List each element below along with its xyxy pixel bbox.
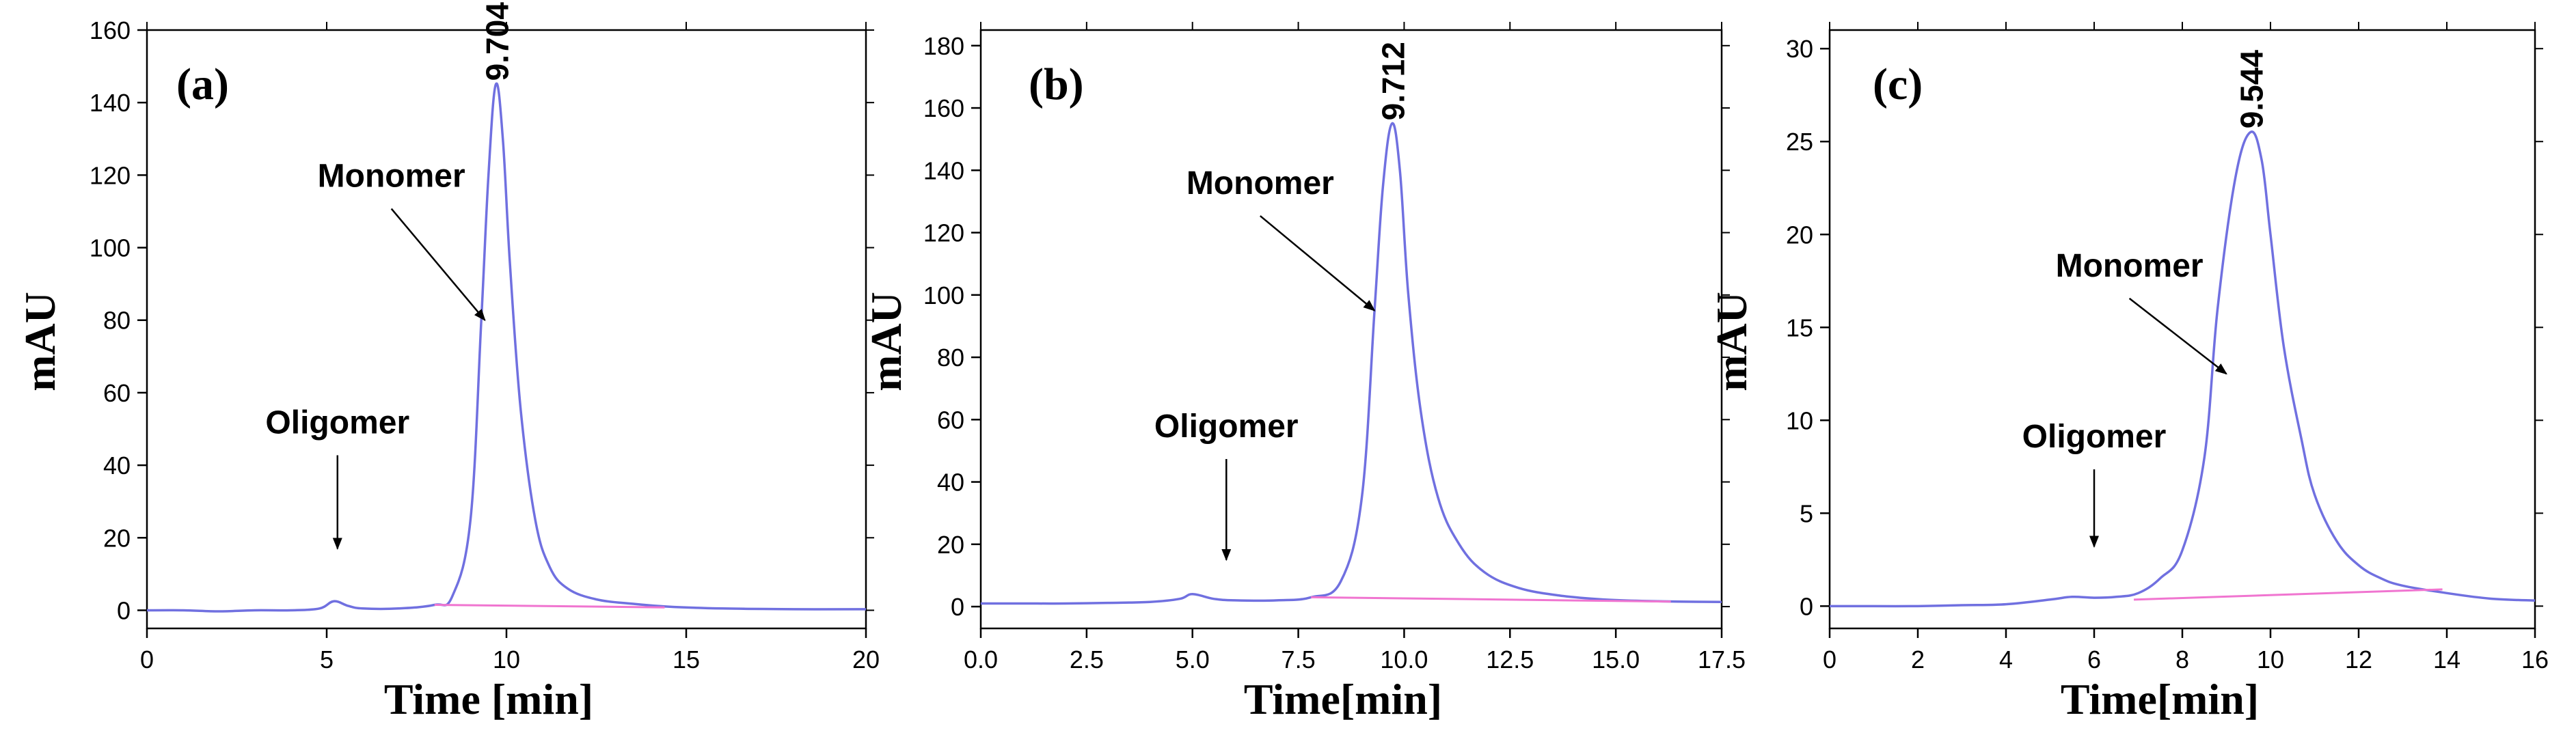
y-tick-label: 160 (923, 94, 964, 122)
y-tick-label: 10 (1786, 406, 1813, 434)
y-tick-label: 15 (1786, 314, 1813, 342)
x-tick-label: 0 (1823, 645, 1836, 673)
x-axis-title: Time [min] (384, 675, 593, 723)
y-tick-label: 180 (923, 32, 964, 60)
x-tick-label: 4 (1999, 645, 2013, 673)
x-tick-label: 2 (1911, 645, 1925, 673)
x-tick-label: 10 (2257, 645, 2284, 673)
annotation-monomer-label: Monomer (1187, 165, 1334, 202)
x-tick-label: 12 (2345, 645, 2372, 673)
chart-panel-b: 0.0 2.5 5.0 7.5 10.0 12.5 15.0 17.5 0 20 40 60 80 100… (862, 22, 1746, 723)
plot-frame (1828, 29, 2536, 630)
y-tick-label: 160 (90, 16, 131, 44)
peak-retention-label: 9.544 (2234, 50, 2270, 129)
y-tick-label: 80 (937, 344, 964, 372)
y-tick-label: 40 (103, 452, 131, 480)
peak-retention-label: 9.704 (479, 2, 515, 81)
y-tick-label: 20 (1786, 221, 1813, 249)
chart-panel-a: 0 5 10 15 20 0 20 40 60 80 100 120 140 160 Monomer Olig… (16, 2, 880, 723)
x-tick-label: 14 (2433, 645, 2460, 673)
y-tick-label: 60 (103, 379, 131, 407)
x-tick-label: 5.0 (1176, 645, 1210, 673)
x-tick-label: 15.0 (1592, 645, 1640, 673)
y-tick-label: 0 (1800, 592, 1813, 620)
y-tick-label: 20 (937, 531, 964, 559)
series-chromatogram (146, 82, 867, 613)
x-tick-label: 17.5 (1698, 645, 1746, 673)
x-tick-label: 16 (2521, 645, 2549, 673)
annotation-oligomer-label: Oligomer (2022, 419, 2167, 455)
x-tick-label: 2.5 (1070, 645, 1104, 673)
y-tick-label: 0 (117, 596, 131, 624)
y-tick-label: 100 (90, 234, 131, 262)
chart-panel-c: 0 2 4 6 8 10 12 14 16 0 5 10 15 20 25 30 Monomer Oligomer… (1707, 22, 2549, 723)
x-tick-label: 7.5 (1282, 645, 1316, 673)
x-tick-label: 5 (320, 645, 334, 673)
y-axis-title: mAU (1707, 292, 1756, 391)
series-chromatogram (981, 122, 1722, 605)
annotation-oligomer-label: Oligomer (265, 405, 409, 441)
y-tick-label: 60 (937, 406, 964, 434)
annotation-monomer-label: Monomer (318, 158, 465, 195)
x-tick-label: 10.0 (1380, 645, 1428, 673)
y-tick-label: 30 (1786, 35, 1813, 63)
annotation-monomer-arrow (390, 208, 486, 322)
series-baseline (1311, 596, 1671, 603)
y-tick-label: 120 (923, 219, 964, 247)
annotation-monomer-label: Monomer (2056, 248, 2204, 284)
y-tick-label: 0 (951, 593, 964, 621)
series-baseline (434, 603, 665, 609)
x-tick-label: 20 (852, 645, 880, 673)
series-baseline (2134, 588, 2443, 601)
x-tick-label: 8 (2175, 645, 2189, 673)
plot-frame (146, 29, 867, 630)
y-tick-label: 140 (90, 89, 131, 117)
annotation-monomer-arrow (2128, 297, 2227, 375)
x-axis-title: Time[min] (2061, 675, 2259, 723)
panel-label: (a) (176, 59, 229, 109)
y-tick-label: 140 (923, 156, 964, 184)
y-tick-label: 100 (923, 281, 964, 309)
annotation-oligomer-label: Oligomer (1154, 408, 1299, 445)
x-tick-label: 0.0 (964, 645, 998, 673)
annotation-monomer-arrow (1260, 215, 1376, 311)
y-tick-label: 40 (937, 469, 964, 497)
x-axis-title: Time[min] (1244, 675, 1442, 723)
panel-label: (b) (1029, 59, 1084, 109)
series-chromatogram (1829, 130, 2536, 608)
y-tick-label: 120 (90, 161, 131, 189)
plot-frame (979, 29, 1723, 630)
x-tick-label: 15 (673, 645, 700, 673)
x-tick-label: 10 (493, 645, 520, 673)
y-axis-title: mAU (862, 292, 910, 391)
y-tick-label: 80 (103, 307, 131, 335)
y-axis-title: mAU (16, 292, 64, 391)
y-tick-label: 5 (1800, 499, 1813, 527)
x-tick-label: 0 (140, 645, 154, 673)
y-tick-label: 25 (1786, 128, 1813, 156)
panel-label: (c) (1873, 59, 1923, 109)
peak-retention-label: 9.712 (1376, 42, 1411, 120)
x-tick-label: 12.5 (1486, 645, 1534, 673)
y-tick-label: 20 (103, 524, 131, 552)
x-tick-label: 6 (2087, 645, 2101, 673)
